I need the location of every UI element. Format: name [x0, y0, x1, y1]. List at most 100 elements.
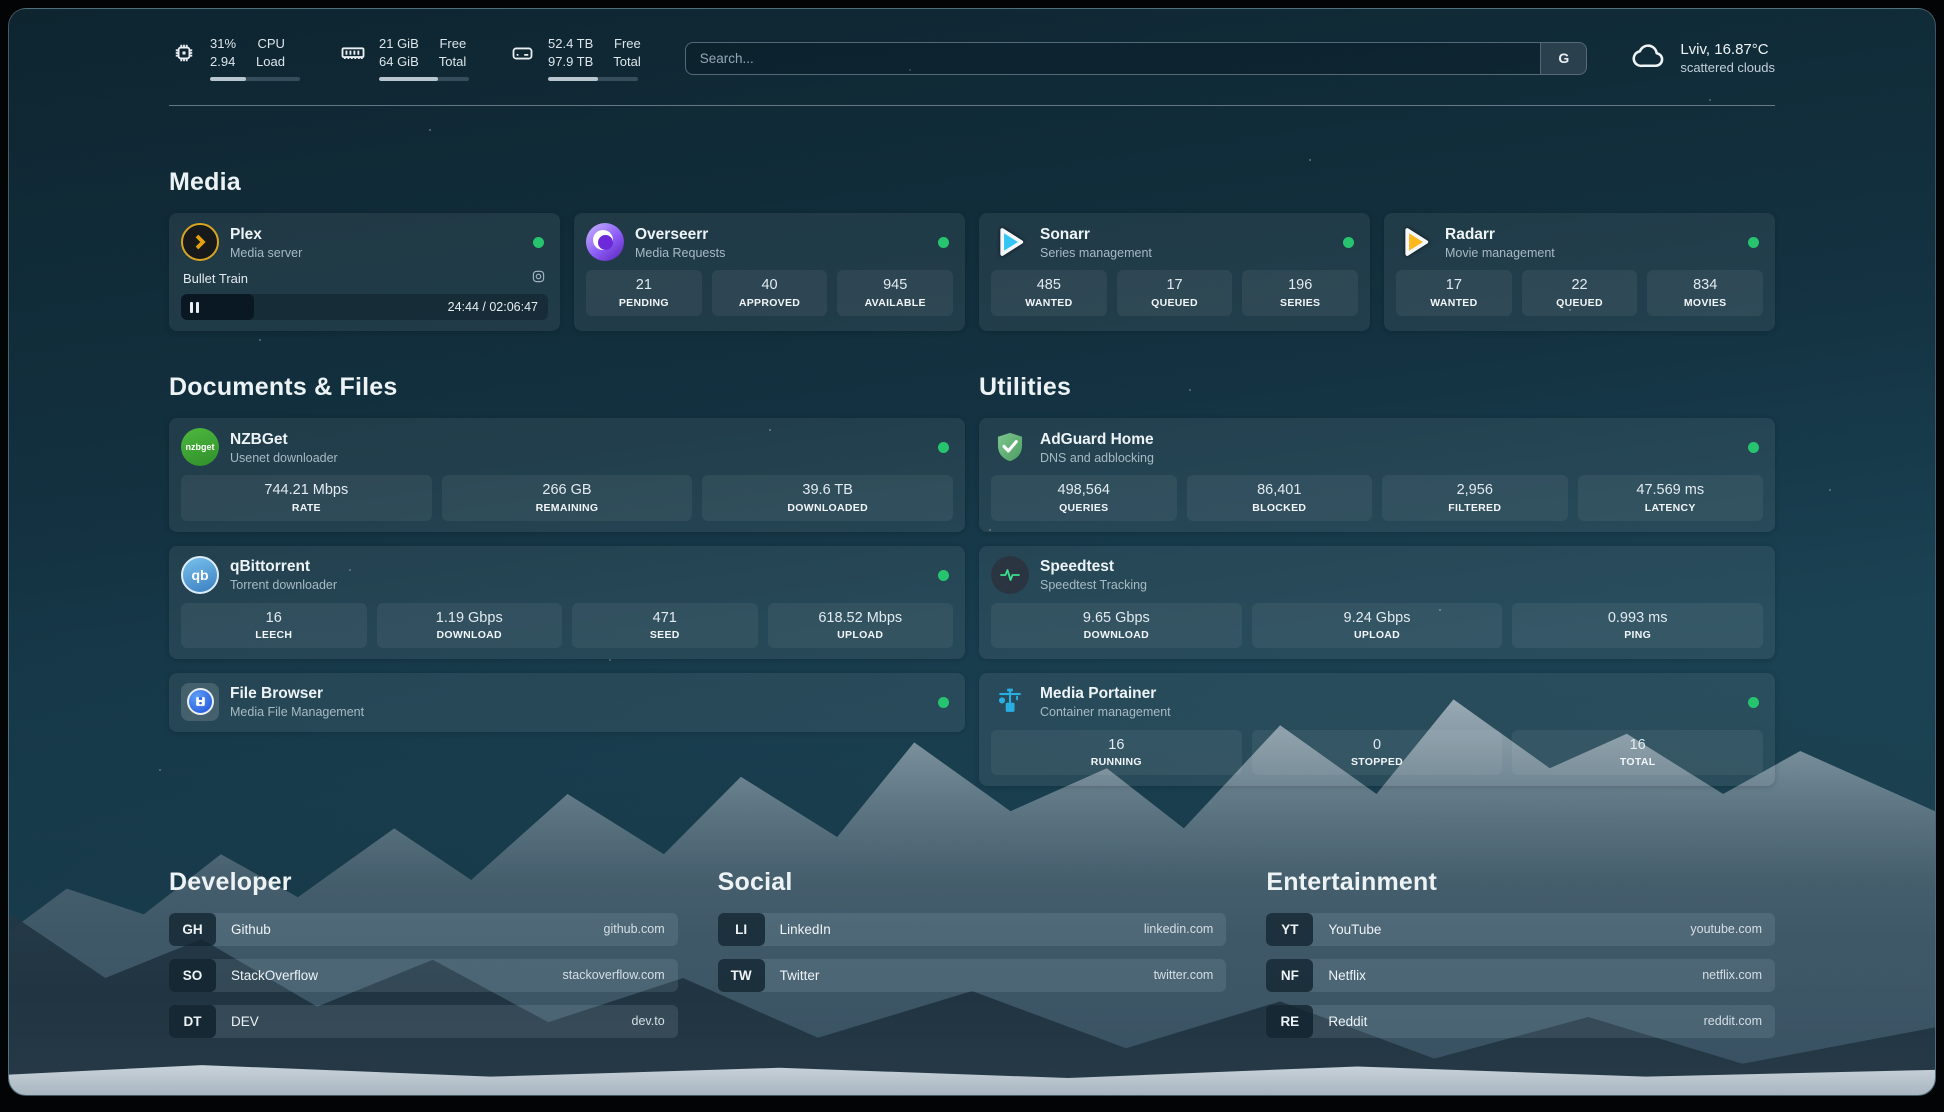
- disk-total-value: 97.9 TB: [548, 54, 594, 70]
- bookmark-name: Twitter: [779, 967, 820, 983]
- memory-icon: [338, 38, 368, 68]
- bookmark-abbr: RE: [1266, 1004, 1314, 1038]
- cpu-widget: 31% CPU 2.94 Load: [169, 35, 300, 82]
- search-input[interactable]: [685, 42, 1541, 74]
- bookmark-url: stackoverflow.com: [562, 968, 665, 983]
- utilities-column: Utilities: [979, 331, 1775, 786]
- documents-column: Documents & Files nzbget NZBGet Usenet d…: [169, 331, 965, 785]
- bookmark-twitter[interactable]: TW Twitter twitter.com: [717, 958, 1227, 992]
- card-title: Radarr: [1445, 226, 1495, 244]
- bookmark-url: linkedin.com: [1143, 922, 1214, 937]
- bookmark-name: Github: [231, 921, 271, 937]
- card-subtitle: Speedtest Tracking: [1040, 577, 1148, 592]
- card-portainer[interactable]: Media Portainer Container management 16 …: [979, 672, 1775, 786]
- section-heading-media: Media: [169, 168, 241, 197]
- stat-rate: 744.21 Mbps RATE: [181, 475, 432, 521]
- card-speedtest[interactable]: Speedtest Speedtest Tracking 9.65 Gbps D…: [979, 545, 1775, 659]
- card-title: Sonarr: [1040, 226, 1090, 244]
- bookmark-group-developer: Developer GH Github github.com SO StackO…: [169, 868, 678, 1038]
- bookmark-netflix[interactable]: NF Netflix netflix.com: [1266, 958, 1775, 992]
- cloud-icon: [1631, 38, 1667, 79]
- card-title: NZBGet: [230, 431, 288, 449]
- memory-progress-bar: [379, 77, 469, 82]
- radarr-icon: [1396, 223, 1434, 261]
- stat-available: 945 AVAILABLE: [837, 270, 954, 316]
- card-title: File Browser: [230, 685, 324, 703]
- bookmark-reddit[interactable]: RE Reddit reddit.com: [1266, 1004, 1775, 1038]
- cpu-icon: [169, 38, 199, 68]
- weather-widget: Lviv, 16.87°C scattered clouds: [1631, 38, 1775, 79]
- card-radarr[interactable]: Radarr Movie management 17 WANTED 22 QUE…: [1384, 213, 1775, 332]
- cpu-usage-label: CPU: [257, 36, 285, 51]
- stat-running: 16 RUNNING: [991, 729, 1242, 775]
- stat-download: 9.65 Gbps DOWNLOAD: [991, 602, 1242, 648]
- status-dot: [938, 569, 949, 581]
- stat-remaining: 266 GB REMAINING: [441, 475, 693, 521]
- bookmark-abbr: DT: [169, 1004, 216, 1038]
- bookmark-abbr: SO: [169, 958, 216, 992]
- card-title: qBittorrent: [230, 558, 311, 576]
- card-qbittorrent[interactable]: qb qBittorrent Torrent downloader 16 LEE…: [169, 545, 965, 659]
- stat-leech: 16 LEECH: [181, 602, 367, 648]
- stat-wanted: 17 WANTED: [1396, 270, 1512, 316]
- weather-summary: Lviv, 16.87°C: [1680, 41, 1769, 59]
- bookmark-dev[interactable]: DT DEV dev.to: [169, 1004, 678, 1038]
- disk-total-label: Total: [613, 54, 641, 70]
- search-provider-button[interactable]: G: [1540, 42, 1587, 74]
- stat-seed: 471 SEED: [572, 602, 758, 648]
- filebrowser-icon: [181, 682, 219, 721]
- card-subtitle: DNS and adblocking: [1040, 450, 1154, 465]
- memory-widget: 21 GiB Free 64 GiB Total: [338, 35, 469, 82]
- bookmark-url: reddit.com: [1703, 1014, 1762, 1029]
- bookmark-abbr: GH: [169, 912, 216, 946]
- stat-queued: 22 QUEUED: [1521, 270, 1638, 316]
- stat-download: 1.19 Gbps DOWNLOAD: [376, 602, 562, 648]
- bookmark-url: dev.to: [631, 1014, 665, 1029]
- cpu-progress-bar: [210, 77, 300, 82]
- adguard-icon: [991, 428, 1029, 466]
- card-subtitle: Container management: [1040, 704, 1171, 719]
- session-icon: [531, 269, 546, 287]
- bookmark-url: twitter.com: [1153, 968, 1214, 983]
- card-nzbget[interactable]: nzbget NZBGet Usenet downloader 744.21 M…: [169, 418, 965, 532]
- card-subtitle: Media File Management: [230, 704, 365, 719]
- bookmark-name: DEV: [231, 1013, 259, 1029]
- stat-upload: 9.24 Gbps UPLOAD: [1251, 602, 1503, 648]
- card-filebrowser[interactable]: File Browser Media File Management: [169, 672, 965, 732]
- card-title: Media Portainer: [1040, 685, 1157, 703]
- bookmark-linkedin[interactable]: LI LinkedIn linkedin.com: [717, 912, 1227, 946]
- section-heading-entertainment: Entertainment: [1266, 867, 1438, 896]
- topbar-divider: [169, 105, 1775, 107]
- card-title: Speedtest: [1040, 558, 1115, 576]
- disk-progress-bar: [548, 77, 638, 82]
- portainer-icon: [991, 683, 1029, 721]
- card-adguard[interactable]: AdGuard Home DNS and adblocking 498,564 …: [979, 418, 1775, 532]
- section-heading-documents: Documents & Files: [169, 373, 398, 402]
- status-dot: [1748, 696, 1759, 708]
- stat-approved: 40 APPROVED: [711, 270, 828, 316]
- bookmark-url: youtube.com: [1690, 922, 1762, 937]
- pause-icon: [190, 301, 199, 313]
- plex-now-playing: Bullet Train: [183, 270, 249, 286]
- status-dot: [938, 237, 949, 249]
- card-plex[interactable]: Plex Media server Bullet Train: [169, 213, 560, 332]
- stat-latency: 47.569 ms LATENCY: [1577, 475, 1763, 521]
- card-sonarr[interactable]: Sonarr Series management 485 WANTED 17 Q…: [979, 213, 1370, 332]
- nzbget-icon: nzbget: [181, 428, 219, 467]
- bookmark-github[interactable]: GH Github github.com: [169, 912, 678, 946]
- section-heading-social: Social: [717, 867, 793, 896]
- bookmark-name: YouTube: [1328, 921, 1382, 937]
- top-bar: 31% CPU 2.94 Load: [169, 9, 1775, 82]
- search-bar: G: [684, 41, 1588, 75]
- disk-free-label: Free: [614, 36, 641, 51]
- bookmark-youtube[interactable]: YT YouTube youtube.com: [1266, 912, 1775, 946]
- card-subtitle: Movie management: [1445, 245, 1555, 260]
- bookmark-stackoverflow[interactable]: SO StackOverflow stackoverflow.com: [169, 958, 678, 992]
- cpu-usage-value: 31%: [210, 36, 237, 51]
- bookmark-name: Netflix: [1328, 967, 1366, 983]
- cpu-load-value: 2.94: [210, 54, 236, 70]
- speedtest-icon: [991, 555, 1029, 594]
- bookmark-name: LinkedIn: [779, 921, 831, 937]
- status-dot: [1343, 237, 1354, 249]
- card-overseerr[interactable]: Overseerr Media Requests 21 PENDING 40 A…: [574, 213, 965, 332]
